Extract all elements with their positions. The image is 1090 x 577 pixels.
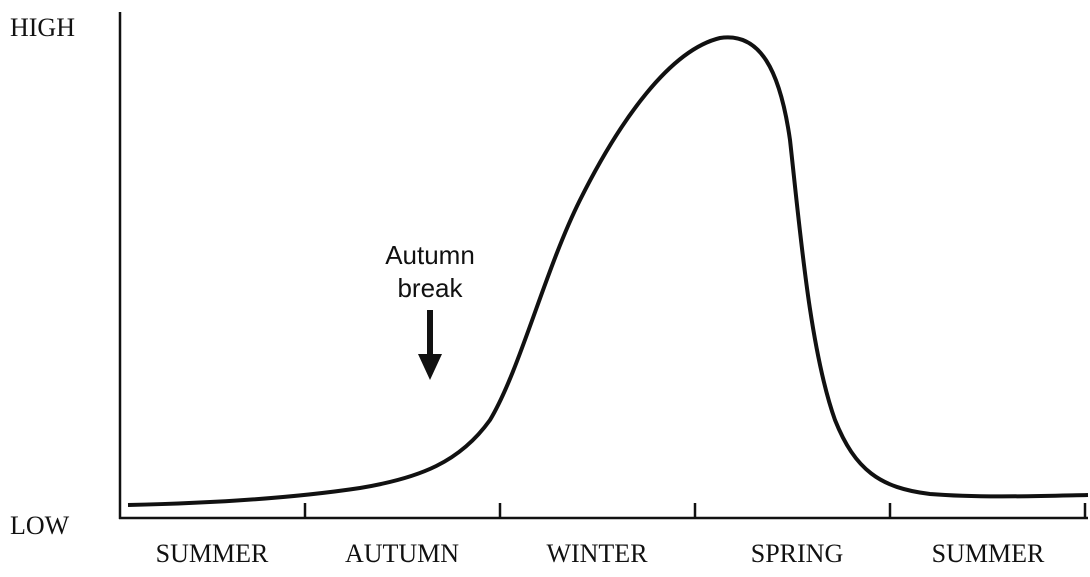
season-label: WINTER	[546, 539, 648, 568]
annotation-line: break	[397, 273, 463, 303]
season-label: SPRING	[751, 539, 843, 568]
season-label: SUMMER	[932, 539, 1045, 568]
y-high-label: HIGH	[10, 13, 75, 42]
annotation-line: Autumn	[385, 240, 475, 270]
x-axis-ticks	[303, 503, 1087, 518]
arrow-head	[418, 354, 442, 380]
y-low-label: LOW	[10, 511, 70, 540]
curve	[127, 35, 1089, 507]
season-label: SUMMER	[156, 539, 269, 568]
season-label: AUTUMN	[345, 539, 459, 568]
